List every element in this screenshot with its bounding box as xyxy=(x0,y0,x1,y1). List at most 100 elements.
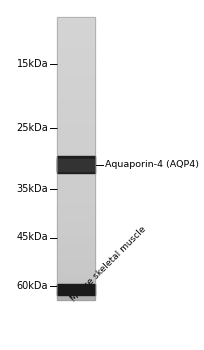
Bar xyxy=(57,116,95,117)
Bar xyxy=(57,42,95,43)
Bar xyxy=(57,92,95,93)
Bar xyxy=(57,95,95,96)
Bar xyxy=(57,217,95,218)
Bar xyxy=(57,144,95,145)
Bar xyxy=(57,83,95,84)
Bar xyxy=(57,70,95,71)
Bar xyxy=(57,43,95,44)
Bar xyxy=(57,215,95,216)
Bar xyxy=(57,35,95,36)
Bar xyxy=(57,272,95,273)
Bar xyxy=(57,205,95,206)
Bar xyxy=(57,199,95,200)
Bar xyxy=(57,135,95,136)
Text: Aquaporin-4 (AQP4): Aquaporin-4 (AQP4) xyxy=(105,160,199,169)
Bar xyxy=(57,278,95,279)
Bar xyxy=(57,36,95,37)
Bar xyxy=(57,147,95,148)
Bar xyxy=(57,63,95,64)
Bar xyxy=(57,74,95,75)
Bar xyxy=(57,182,95,183)
Bar xyxy=(57,163,95,164)
Bar xyxy=(57,252,95,253)
Bar xyxy=(57,251,95,252)
Bar xyxy=(57,197,95,198)
Bar xyxy=(57,87,95,88)
Bar xyxy=(57,228,95,229)
Bar xyxy=(57,287,95,288)
Bar xyxy=(57,186,95,187)
Bar xyxy=(57,180,95,181)
Bar xyxy=(57,240,95,241)
Bar xyxy=(57,169,95,170)
Bar xyxy=(57,153,95,154)
Bar xyxy=(57,161,95,162)
Bar xyxy=(57,162,95,163)
Bar xyxy=(57,235,95,236)
Bar xyxy=(57,57,95,58)
Text: 25kDa: 25kDa xyxy=(17,123,48,133)
Bar xyxy=(57,102,95,103)
Bar xyxy=(57,134,95,135)
Bar xyxy=(57,26,95,27)
Bar xyxy=(57,54,95,55)
Bar xyxy=(57,220,95,221)
Bar xyxy=(57,168,95,169)
Bar xyxy=(57,202,95,203)
Bar xyxy=(57,133,95,134)
Bar xyxy=(57,131,95,132)
Bar xyxy=(57,17,95,18)
Bar xyxy=(57,293,95,294)
Text: Mouse skeletal muscle: Mouse skeletal muscle xyxy=(69,225,147,303)
Bar xyxy=(57,73,95,74)
Bar xyxy=(58,159,94,171)
Bar xyxy=(57,97,95,98)
Bar xyxy=(57,112,95,113)
Bar xyxy=(57,17,95,300)
Bar xyxy=(57,132,95,133)
Bar xyxy=(57,29,95,30)
Bar xyxy=(57,85,95,86)
Bar xyxy=(57,176,95,177)
Bar xyxy=(57,139,95,140)
Bar xyxy=(57,241,95,243)
Bar xyxy=(57,148,95,149)
Bar xyxy=(57,232,95,233)
Bar xyxy=(57,249,95,250)
Bar xyxy=(57,22,95,23)
Bar xyxy=(57,189,95,190)
Bar xyxy=(57,51,95,52)
Bar xyxy=(57,84,95,85)
Bar xyxy=(57,140,95,141)
Bar xyxy=(57,263,95,264)
Bar xyxy=(57,105,95,106)
Bar xyxy=(57,274,95,275)
Bar xyxy=(57,294,95,295)
Bar xyxy=(57,271,95,272)
Bar xyxy=(57,221,95,222)
Bar xyxy=(57,40,95,41)
Bar xyxy=(57,246,95,247)
Bar xyxy=(57,209,95,210)
Bar xyxy=(57,86,95,87)
Text: 35kDa: 35kDa xyxy=(17,184,48,194)
Bar xyxy=(57,91,95,92)
Bar xyxy=(57,280,95,281)
Bar xyxy=(57,32,95,33)
Bar xyxy=(57,239,95,240)
Bar xyxy=(57,283,95,284)
Bar xyxy=(57,237,95,238)
Bar xyxy=(57,21,95,22)
Bar xyxy=(57,279,95,280)
Bar xyxy=(57,244,95,245)
Bar xyxy=(57,267,95,268)
Bar xyxy=(57,219,95,220)
Bar xyxy=(57,253,95,254)
Bar xyxy=(57,248,95,249)
Bar xyxy=(57,258,95,259)
Bar xyxy=(57,160,95,161)
Bar xyxy=(57,187,95,188)
Bar xyxy=(57,103,95,104)
Bar xyxy=(57,218,95,219)
Bar xyxy=(57,156,95,158)
